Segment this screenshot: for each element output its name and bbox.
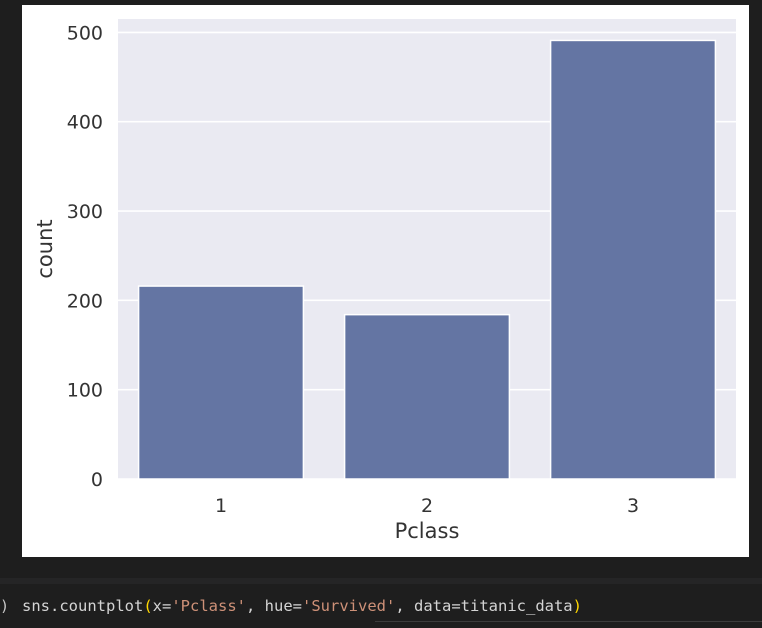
chart-svg: 0 100 200 300 400 500 1 2 3 Pclass count [33,19,736,543]
code-arg-data: data=titanic_data [414,597,573,615]
y-tick-label: 0 [91,469,103,491]
x-tick-labels: 1 2 3 [215,495,639,517]
y-tick-labels: 0 100 200 300 400 500 [67,22,103,491]
bar-pclass-1 [137,285,305,480]
x-tick-label: 2 [421,495,433,517]
code-arg-x-value: 'Pclass' [171,597,246,615]
y-axis-label: count [33,219,57,278]
code-separator: , [246,597,265,615]
y-tick-label: 300 [67,201,103,223]
code-function: sns.countplot [22,597,144,615]
code-arg-x-key: x= [152,597,172,615]
run-indicator-icon[interactable]: ) [0,597,10,615]
cell-divider [0,578,762,584]
code-open-paren: ( [143,597,153,615]
bar-pclass-2 [343,313,511,480]
bars [137,39,717,480]
code-arg-hue-key: hue= [264,597,302,615]
code-arg-hue-value: 'Survived' [302,597,396,615]
code-separator: , [395,597,414,615]
y-tick-label: 400 [67,112,103,134]
code-cell[interactable]: ) sns.countplot(x='Pclass', hue='Survive… [0,584,762,628]
countplot-figure: 0 100 200 300 400 500 1 2 3 Pclass count [22,5,749,557]
y-tick-label: 200 [67,290,103,312]
x-axis-label: Pclass [395,519,460,543]
cell-output-area: 0 100 200 300 400 500 1 2 3 Pclass count [22,5,749,557]
x-tick-label: 3 [627,495,639,517]
y-tick-label: 500 [67,22,103,44]
x-tick-label: 1 [215,495,227,517]
bar-pclass-3 [549,39,717,480]
code-line[interactable]: sns.countplot(x='Pclass', hue='Survived'… [22,597,582,615]
code-close-paren: ) [572,597,582,615]
cell-underline [375,621,762,622]
y-tick-label: 100 [67,380,103,402]
